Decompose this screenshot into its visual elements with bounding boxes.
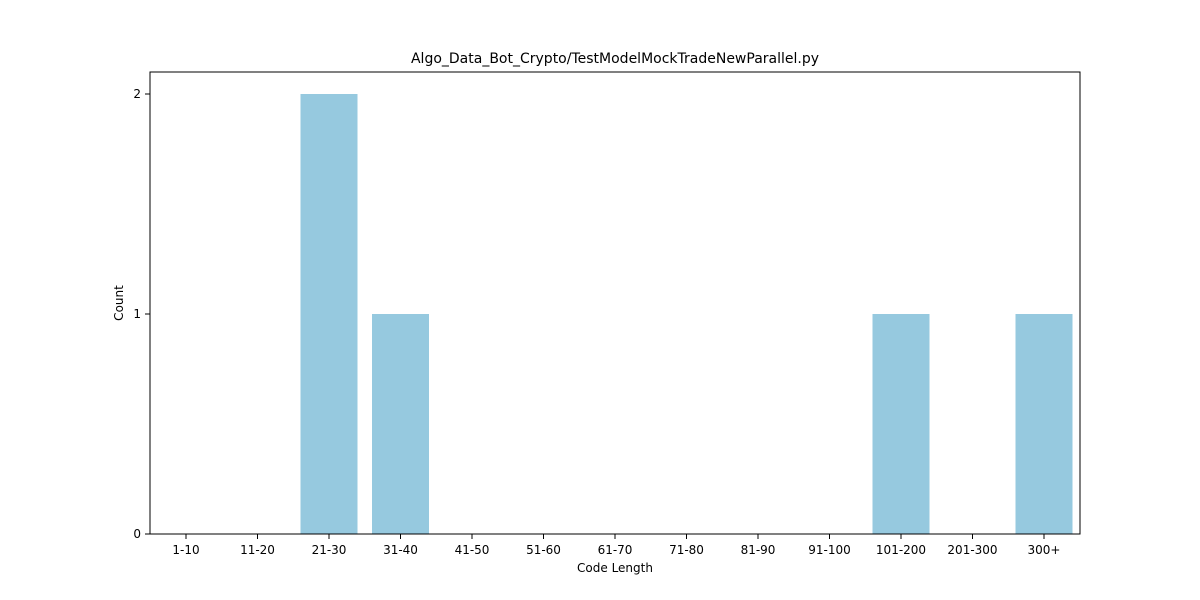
x-tick-label: 11-20 — [240, 543, 275, 557]
x-tick-label: 1-10 — [172, 543, 199, 557]
x-tick-label: 91-100 — [808, 543, 851, 557]
bar-31-40 — [372, 314, 429, 534]
x-tick-label: 81-90 — [741, 543, 776, 557]
bar-300+ — [1015, 314, 1073, 534]
y-axis-label: Count — [112, 285, 126, 321]
x-tick-label: 41-50 — [455, 543, 490, 557]
x-tick-label: 300+ — [1028, 543, 1061, 557]
x-tick-label: 61-70 — [598, 543, 633, 557]
x-tick-label: 201-300 — [947, 543, 997, 557]
x-tick-label: 21-30 — [312, 543, 347, 557]
x-axis-label: Code Length — [577, 561, 653, 575]
bar-21-30 — [300, 94, 358, 534]
bars-group — [300, 94, 1073, 534]
y-tick-label: 2 — [133, 87, 141, 101]
y-tick-label: 1 — [133, 307, 141, 321]
x-ticks-group: 1-10 11-20 21-30 31-40 41-50 51-60 61-70 71-80 8… — [172, 534, 1060, 557]
x-tick-label: 31-40 — [383, 543, 418, 557]
x-tick-label: 101-200 — [876, 543, 926, 557]
x-tick-label: 51-60 — [526, 543, 561, 557]
x-tick-label: 71-80 — [669, 543, 704, 557]
y-tick-label: 0 — [133, 527, 141, 541]
y-ticks-group: 0 1 2 — [133, 87, 150, 541]
chart-title: Algo_Data_Bot_Crypto/TestModelMockTradeN… — [411, 51, 819, 67]
bar-101-200 — [872, 314, 930, 534]
plot-frame — [149, 71, 1081, 535]
